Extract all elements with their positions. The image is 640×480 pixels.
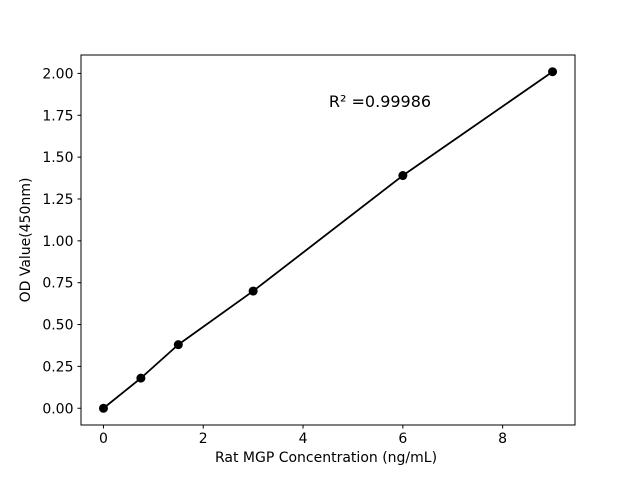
data-point [98,403,108,413]
y-tick-label: 0.75 [42,276,73,292]
plot-area [81,55,575,425]
data-point [398,171,408,181]
r-squared-annotation: R² =0.99986 [329,92,431,111]
x-tick-label: 2 [199,431,208,447]
y-tick-label: 0.25 [42,359,73,375]
y-tick-label: 1.75 [42,108,73,124]
standard-curve-line [102,71,554,409]
x-tick-label: 8 [498,431,507,447]
data-point [548,67,558,77]
data-point [173,340,183,350]
axis-ticks: 0 2 4 6 8 0.00 0.25 0.50 0.75 1.00 1.25 1.50 1.75 2.0… [42,66,507,447]
x-tick-label: 0 [99,431,108,447]
axes-spines [80,54,576,426]
y-tick-label: 0.50 [42,318,73,334]
x-tick-label: 6 [398,431,407,447]
y-tick-label: 1.25 [42,192,73,208]
y-axis-label: OD Value(450nm) [18,178,34,303]
x-tick-label: 4 [299,431,308,447]
data-series [98,67,558,413]
y-tick-label: 2.00 [42,66,73,82]
y-tick-label: 1.50 [42,150,73,166]
y-tick-label: 1.00 [42,234,73,250]
data-point [136,373,146,383]
x-axis-label: Rat MGP Concentration (ng/mL) [215,450,437,466]
data-point [248,286,258,296]
y-tick-label: 0.00 [42,401,73,417]
